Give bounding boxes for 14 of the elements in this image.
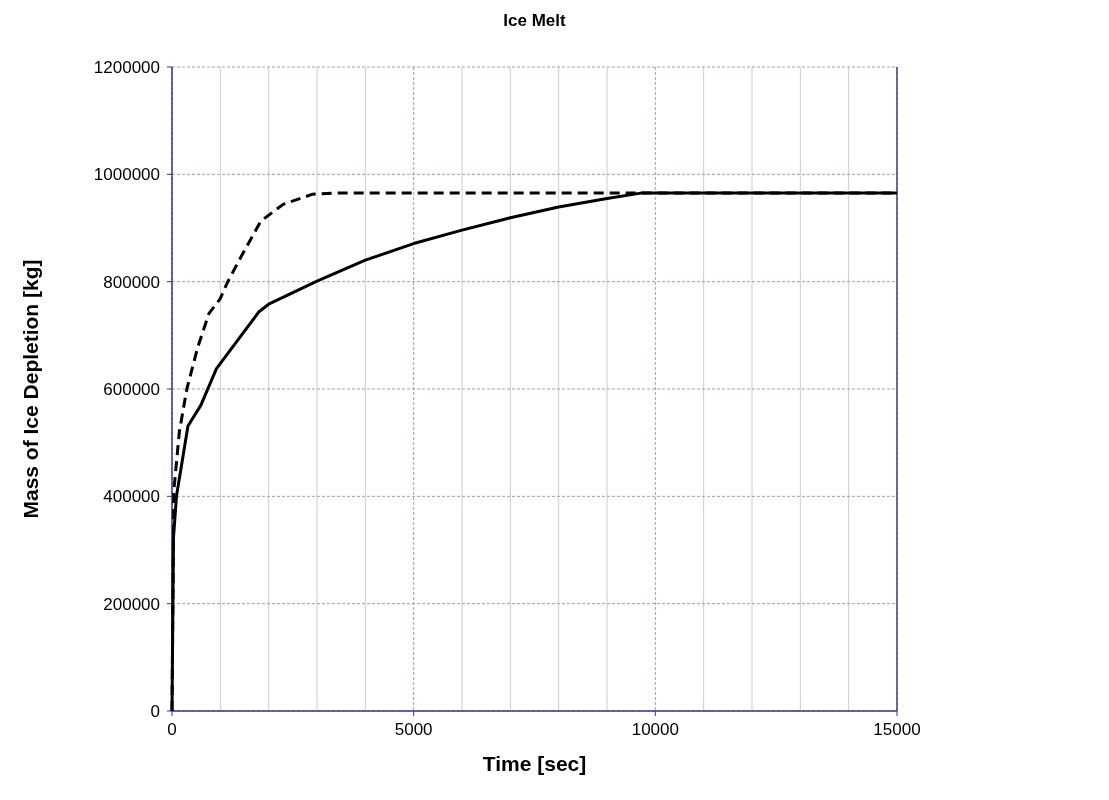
chart-title: Ice Melt (503, 11, 567, 30)
x-tick-label: 5000 (394, 720, 433, 739)
y-tick-label: 1200000 (93, 57, 160, 77)
y-tick-label: 1000000 (93, 165, 160, 185)
y-tick-label: 200000 (103, 594, 160, 614)
x-tick-label: 0 (167, 720, 177, 739)
x-axis-title: Time [sec] (482, 752, 587, 775)
y-tick-label: 600000 (103, 379, 160, 399)
y-axis-title: Mass of Ice Depletion [kg] (19, 259, 42, 519)
y-tick-label: 400000 (103, 487, 160, 507)
y-tick-label: 0 (150, 701, 160, 721)
x-tick-label: 10000 (631, 720, 679, 739)
y-tick-label: 800000 (103, 272, 160, 292)
x-tick-label: 15000 (873, 720, 921, 739)
